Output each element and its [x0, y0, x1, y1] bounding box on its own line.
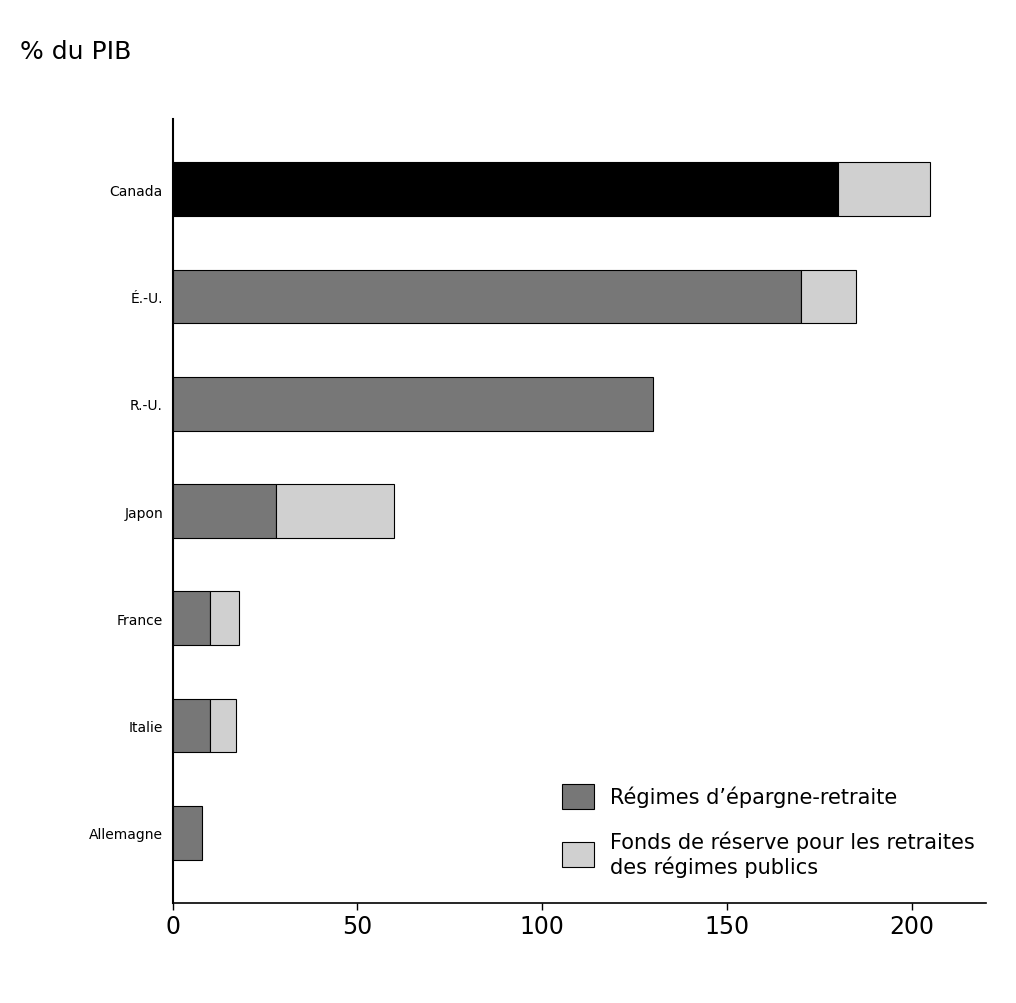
Bar — [801, 271, 856, 324]
Bar — [276, 484, 394, 539]
Bar — [838, 163, 930, 217]
Bar — [173, 806, 202, 860]
Bar — [173, 163, 838, 217]
Legend: Régimes d’épargne-retraite, Fonds de réserve pour les retraites
des régimes publ: Régimes d’épargne-retraite, Fonds de rés… — [563, 784, 975, 877]
Bar — [209, 592, 239, 646]
Bar — [173, 271, 801, 324]
Text: % du PIB: % du PIB — [20, 40, 132, 64]
Bar — [173, 592, 209, 646]
Bar — [173, 484, 276, 539]
Bar — [173, 699, 209, 752]
Bar — [173, 377, 653, 431]
Bar — [209, 699, 236, 752]
